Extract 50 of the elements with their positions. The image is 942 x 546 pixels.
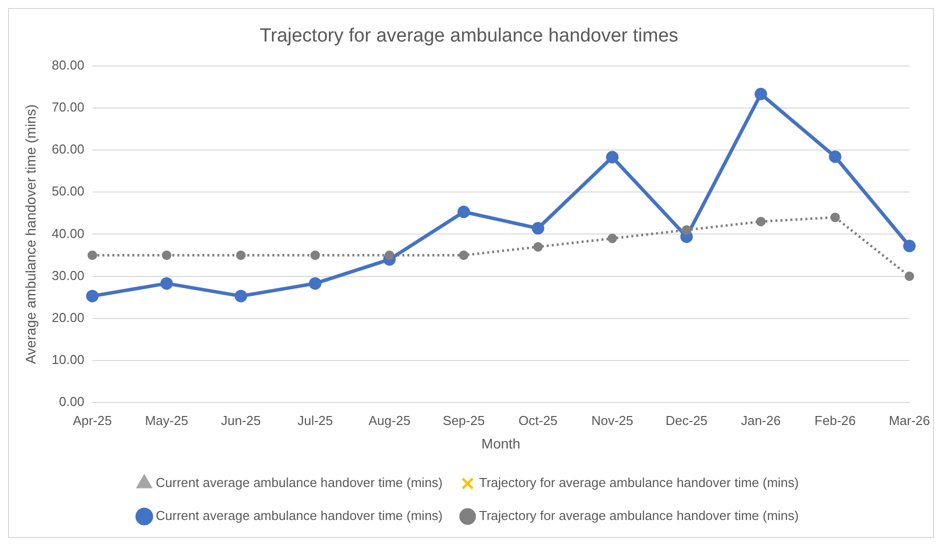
point: [606, 150, 619, 164]
point: [86, 290, 99, 302]
x-tick-label: Sep-25: [442, 412, 485, 428]
y-tick-label: 50.00: [52, 184, 84, 199]
point: [160, 277, 173, 290]
point: [88, 250, 98, 260]
point: [384, 250, 394, 260]
point: [236, 250, 246, 260]
x-tick-label: Oct-25: [518, 412, 558, 428]
point: [830, 212, 840, 222]
y-tick-label: 70.00: [52, 99, 84, 114]
point: [903, 240, 916, 252]
legend-label: Current average ambulance handover time (mins): [156, 508, 443, 524]
y-axis-title: Average ambulance handover time (mins): [22, 104, 38, 364]
y-tick-label: 0.00: [59, 394, 84, 410]
x-tick-label: Nov-25: [591, 412, 634, 428]
y-tick-label: 60.00: [52, 142, 84, 157]
legend-label: Trajectory for average ambulance handover time (mins): [479, 508, 799, 524]
point: [608, 234, 618, 244]
legend-label: Trajectory for average ambulance handover time (mins): [479, 475, 799, 490]
point: [458, 250, 468, 260]
chart-title: Trajectory for average ambulance handover times: [260, 26, 678, 47]
x-tick-label: Mar-26: [888, 412, 930, 428]
x-tick-label: Aug-25: [368, 412, 410, 428]
legend-label: Current average ambulance handover time (mins): [156, 475, 443, 490]
x-tick-label: Jun-25: [221, 412, 261, 428]
point: [533, 242, 543, 252]
point: [308, 277, 322, 290]
x-tick-label: Jan-26: [740, 412, 781, 428]
point: [532, 222, 544, 235]
y-tick-label: 20.00: [52, 310, 84, 325]
point: [904, 272, 914, 282]
y-tick-label: 40.00: [52, 226, 84, 241]
point: [828, 150, 842, 163]
y-tick-label: 30.00: [52, 268, 84, 283]
point: [754, 88, 768, 100]
point: [682, 225, 692, 235]
point: [457, 206, 470, 218]
x-tick-label: Feb-26: [814, 412, 856, 428]
y-tick-label: 80.00: [52, 57, 84, 72]
point: [234, 290, 248, 302]
x-tick-label: Dec-25: [666, 412, 708, 428]
y-tick-label: 10.00: [52, 352, 84, 368]
point: [162, 250, 172, 260]
x-axis-title: Month: [481, 435, 520, 452]
x-tick-label: May-25: [144, 412, 188, 428]
point: [756, 216, 766, 226]
x-tick-label: Apr-25: [72, 412, 112, 428]
point: [310, 250, 320, 260]
x-tick-label: Jul-25: [297, 412, 333, 428]
